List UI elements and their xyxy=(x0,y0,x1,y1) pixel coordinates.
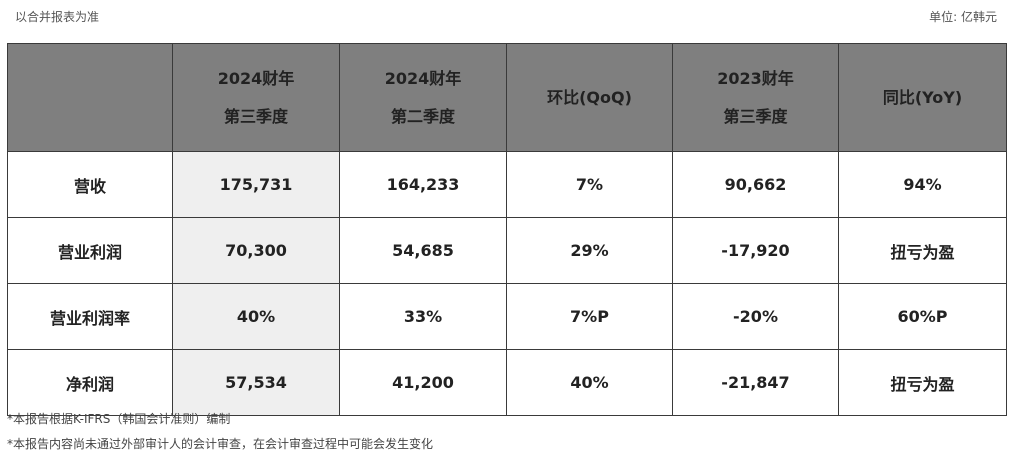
table-cell: 175,731 xyxy=(172,151,340,218)
table-cell: 41,200 xyxy=(339,349,507,416)
table-cell: -17,920 xyxy=(672,217,839,284)
header-line1: 2024财年 xyxy=(384,68,462,88)
table-cell: -21,847 xyxy=(672,349,839,416)
header-line2: 第三季度 xyxy=(223,106,288,126)
table-row: 营业利润率 40% 33% 7%P -20% 60%P xyxy=(7,283,1007,350)
row-label: 营收 xyxy=(7,151,173,218)
table-row: 净利润 57,534 41,200 40% -21,847 扭亏为盈 xyxy=(7,349,1007,416)
table-cell: 94% xyxy=(838,151,1007,218)
table-cell: 90,662 xyxy=(672,151,839,218)
header-line2: 第二季度 xyxy=(390,106,455,126)
table-row: 营业利润 70,300 54,685 29% -17,920 扭亏为盈 xyxy=(7,217,1007,284)
table-cell: 57,534 xyxy=(172,349,340,416)
table-cell: 7% xyxy=(506,151,673,218)
table-cell: 29% xyxy=(506,217,673,284)
header-line2: 第三季度 xyxy=(723,106,788,126)
table-cell: -20% xyxy=(672,283,839,350)
row-label: 营业利润 xyxy=(7,217,173,284)
table-cell: 164,233 xyxy=(339,151,507,218)
header-2024-q3: 2024财年 第三季度 xyxy=(172,43,340,152)
row-label: 营业利润率 xyxy=(7,283,173,350)
row-label: 净利润 xyxy=(7,349,173,416)
header-line1: 2023财年 xyxy=(717,68,794,88)
top-note: 以合并报表为准 xyxy=(15,10,100,24)
table-cell: 54,685 xyxy=(339,217,507,284)
header-2023-q3: 2023财年 第三季度 xyxy=(672,43,839,152)
table-cell: 33% xyxy=(339,283,507,350)
footnote: *本报告内容尚未通过外部审计人的会计审查，在会计审查过程中可能会发生变化 xyxy=(7,437,434,451)
financial-table: 2024财年 第三季度 2024财年 第二季度 环比(QoQ) 2023财年 第… xyxy=(7,43,1007,416)
header-2024-q2: 2024财年 第二季度 xyxy=(339,43,507,152)
table-cell: 扭亏为盈 xyxy=(838,349,1007,416)
table-cell: 扭亏为盈 xyxy=(838,217,1007,284)
footnote: *本报告根据K-IFRS（韩国会计准则）编制 xyxy=(7,412,231,426)
table-cell: 40% xyxy=(172,283,340,350)
header-line1: 同比(YoY) xyxy=(882,87,963,107)
table-row: 营收 175,731 164,233 7% 90,662 94% xyxy=(7,151,1007,218)
table-cell: 60%P xyxy=(838,283,1007,350)
table-cell: 40% xyxy=(506,349,673,416)
header-yoy: 同比(YoY) xyxy=(838,43,1007,152)
table-cell: 7%P xyxy=(506,283,673,350)
header-line1: 2024财年 xyxy=(217,68,295,88)
table-header-row: 2024财年 第三季度 2024财年 第二季度 环比(QoQ) 2023财年 第… xyxy=(7,43,1007,152)
header-line1: 环比(QoQ) xyxy=(547,87,632,107)
table-cell: 70,300 xyxy=(172,217,340,284)
unit-note: 单位: 亿韩元 xyxy=(929,10,997,24)
header-corner xyxy=(7,43,173,152)
header-qoq: 环比(QoQ) xyxy=(506,43,673,152)
